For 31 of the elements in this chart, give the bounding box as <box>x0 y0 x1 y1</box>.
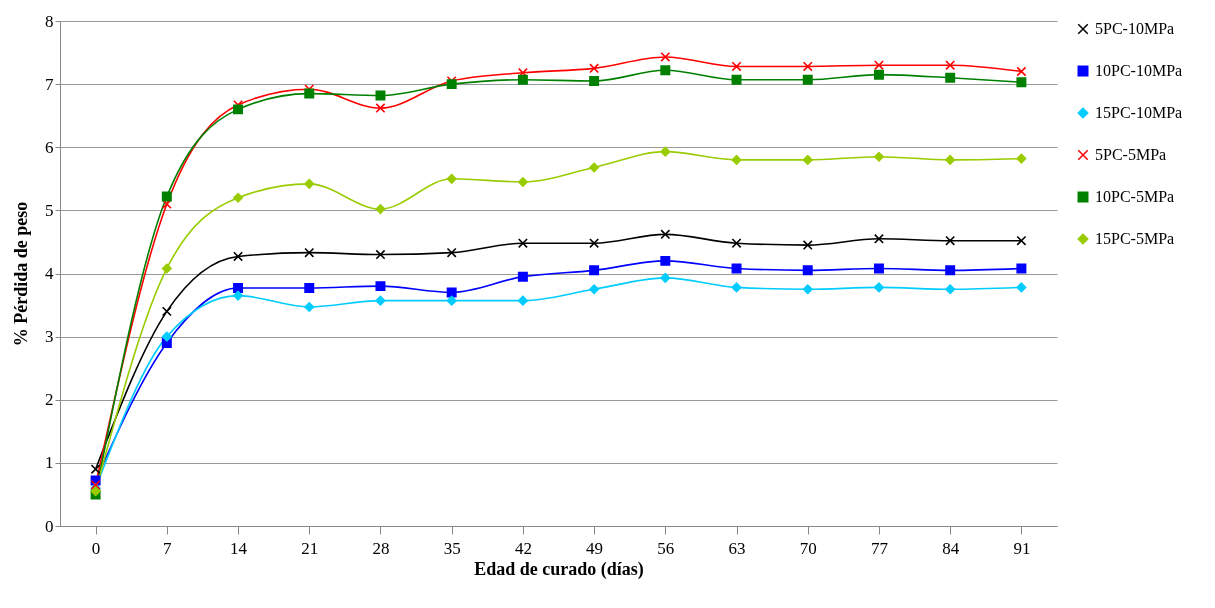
x-tick-label: 70 <box>799 538 817 558</box>
x-tick-label: 28 <box>372 538 390 558</box>
y-tick-label: 3 <box>45 327 54 347</box>
x-tick-label: 0 <box>91 538 101 558</box>
x-tick-label: 14 <box>230 538 248 558</box>
legend-label: 5PC-10MPa <box>1095 20 1175 37</box>
x-tick-label: 35 <box>443 538 461 558</box>
x-tick-label: 42 <box>514 538 532 558</box>
y-tick-label: 8 <box>45 11 54 31</box>
legend-label: 15PC-10MPa <box>1095 104 1183 121</box>
y-tick-label: 5 <box>45 200 54 220</box>
legend-label: 5PC-5MPa <box>1095 146 1167 163</box>
x-tick-label: 77 <box>870 538 889 558</box>
y-tick-label: 0 <box>45 516 54 536</box>
y-tick-label: 1 <box>45 453 54 473</box>
y-tick-label: 7 <box>45 74 54 94</box>
x-tick-label: 63 <box>728 538 746 558</box>
x-tick-label: 7 <box>163 538 173 558</box>
x-axis-title: Edad de curado (días) <box>474 558 644 580</box>
x-tick-label: 21 <box>301 538 319 558</box>
x-tick-label: 91 <box>1013 538 1031 558</box>
x-tick-label: 84 <box>942 538 960 558</box>
y-tick-label: 2 <box>45 390 54 410</box>
x-tick-label: 56 <box>657 538 675 558</box>
legend-label: 10PC-5MPa <box>1095 188 1175 205</box>
y-tick-label: 4 <box>45 264 54 283</box>
y-axis-title: % Pérdida de peso <box>11 201 31 347</box>
legend-label: 10PC-10MPa <box>1095 62 1183 79</box>
legend-label: 15PC-5MPa <box>1095 230 1175 247</box>
x-tick-label: 49 <box>586 538 604 558</box>
y-tick-label: 6 <box>45 137 54 157</box>
